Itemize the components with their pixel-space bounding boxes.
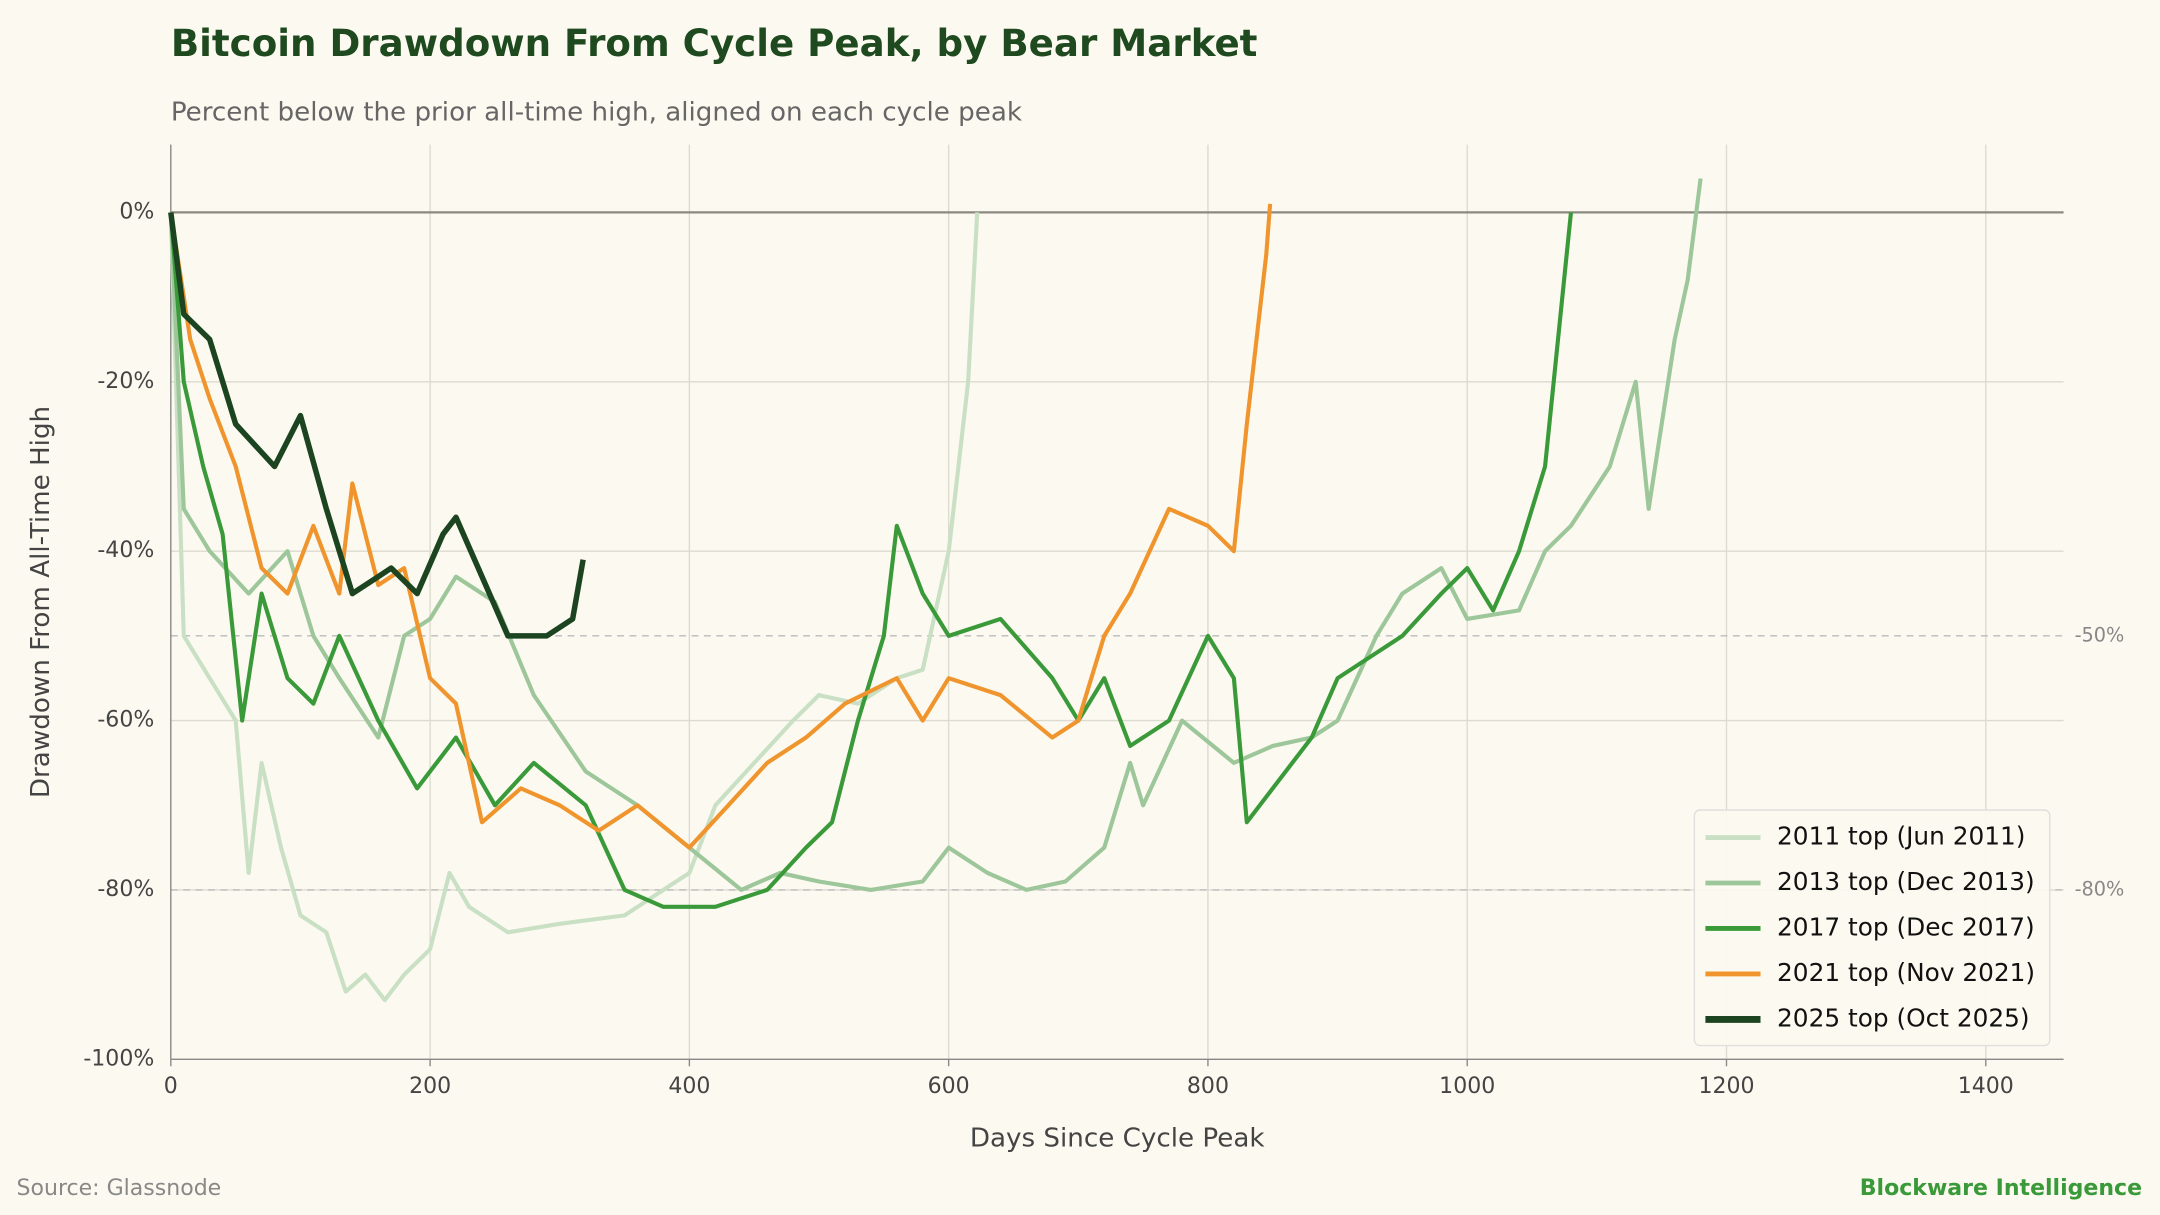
- legend-label: 2017 top (Dec 2017): [1777, 912, 2035, 941]
- y-tick-label: -20%: [97, 369, 154, 394]
- y-tick-label: -100%: [83, 1046, 154, 1071]
- x-tick-label: 1200: [1698, 1074, 1754, 1099]
- y-tick-label: 0%: [119, 199, 154, 224]
- legend-label: 2021 top (Nov 2021): [1777, 958, 2035, 987]
- series-line: [168, 203, 1273, 850]
- y-axis-label: Drawdown From All-Time High: [26, 406, 56, 798]
- legend-box: [1693, 809, 2051, 1047]
- x-tick-label: 1400: [1958, 1074, 2014, 1099]
- x-axis-label: Days Since Cycle Peak: [970, 1124, 1266, 1154]
- source-note: Source: Glassnode: [17, 1176, 222, 1201]
- legend-label: 2011 top (Jun 2011): [1777, 822, 2025, 851]
- x-tick-label: 400: [668, 1074, 710, 1099]
- x-tick-label: 1000: [1439, 1074, 1495, 1099]
- x-tick-label: 200: [409, 1074, 451, 1099]
- series-line: [168, 178, 1703, 892]
- series-line: [168, 212, 1574, 909]
- y-tick-label: -40%: [97, 538, 154, 563]
- reference-label: -50%: [2075, 623, 2125, 646]
- legend-label: 2013 top (Dec 2013): [1777, 867, 2035, 896]
- reference-label: -80%: [2075, 877, 2125, 900]
- series-line: [168, 212, 980, 1003]
- x-tick-label: 800: [1187, 1074, 1229, 1099]
- brand: Blockware Intelligence: [1860, 1176, 2142, 1201]
- x-tick-label: 0: [164, 1074, 178, 1099]
- chart-title: Bitcoin Drawdown From Cycle Peak, by Bea…: [171, 21, 1258, 65]
- x-tick-label: 600: [928, 1074, 970, 1099]
- chart-subtitle: Percent below the prior all-time high, a…: [171, 97, 1023, 127]
- series-line: [168, 212, 586, 639]
- legend-label: 2025 top (Oct 2025): [1777, 1003, 2030, 1032]
- y-tick-label: -80%: [97, 877, 154, 902]
- y-tick-label: -60%: [97, 708, 154, 733]
